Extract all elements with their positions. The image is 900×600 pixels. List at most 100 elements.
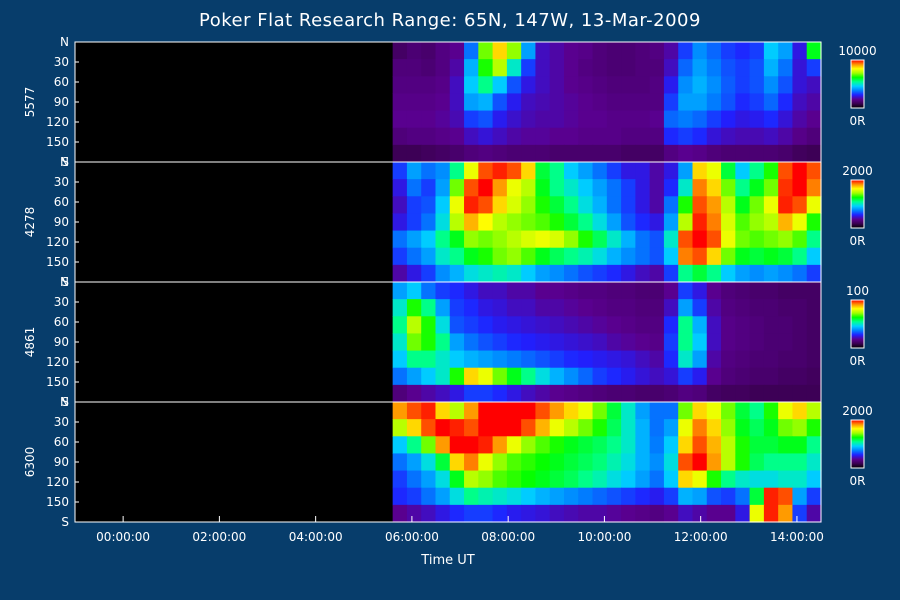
heatmap-cell: [735, 419, 751, 437]
heatmap-cell: [763, 144, 779, 163]
heatmap-cell: [421, 436, 437, 455]
heatmap-cell: [578, 402, 594, 420]
heatmap-cell: [721, 384, 736, 403]
heatmap-cell: [449, 504, 465, 523]
heatmap-cell: [406, 367, 422, 386]
heatmap-cell: [706, 436, 722, 455]
heatmap-cell: [435, 59, 451, 77]
heatmap-cell: [749, 110, 765, 129]
x-tick-label: 06:00:00: [385, 530, 439, 544]
heatmap-cell: [421, 350, 437, 369]
heatmap-cell: [435, 487, 451, 506]
heatmap-cell: [663, 110, 679, 129]
heatmap-cell: [763, 59, 779, 77]
heatmap-cell: [492, 453, 508, 472]
heatmap-cell: [449, 213, 465, 232]
colorbar-max-label: 2000: [842, 404, 873, 418]
heatmap-cell: [492, 42, 508, 60]
heatmap-cell: [806, 299, 822, 317]
heatmap-cell: [706, 453, 722, 472]
heatmap-cell: [478, 419, 494, 437]
heatmap-cell: [421, 76, 437, 95]
heatmap-cell: [563, 299, 579, 317]
heatmap-cell: [706, 282, 722, 300]
y-tick-label: 90: [54, 335, 69, 349]
heatmap-cell: [806, 436, 822, 455]
heatmap-cell: [578, 230, 594, 249]
heatmap-cell: [706, 76, 722, 95]
heatmap-cell: [735, 316, 751, 335]
heatmap-cell: [435, 196, 451, 215]
heatmap-cell: [806, 196, 822, 215]
heatmap-cell: [778, 179, 794, 197]
heatmap-cell: [678, 42, 694, 60]
heatmap-cell: [692, 402, 708, 420]
heatmap-cell: [792, 42, 808, 60]
heatmap-cell: [563, 419, 579, 437]
heatmap-cell: [692, 162, 708, 180]
heatmap-cell: [449, 76, 465, 95]
heatmap-cell: [464, 230, 479, 249]
heatmap-cell: [521, 127, 537, 146]
heatmap-cell: [563, 504, 579, 523]
heatmap-cell: [521, 350, 537, 369]
heatmap-cell: [392, 299, 408, 317]
heatmap-cell: [578, 247, 594, 266]
heatmap-cell: [778, 144, 794, 163]
chart-title: Poker Flat Research Range: 65N, 147W, 13…: [199, 10, 701, 31]
heatmap-cell: [506, 110, 522, 129]
y-tick-label: 120: [46, 235, 69, 249]
heatmap-cell: [549, 419, 565, 437]
heatmap-cell: [478, 487, 494, 506]
heatmap-cell: [578, 453, 594, 472]
heatmap-cell: [678, 127, 694, 146]
heatmap-cell: [806, 230, 822, 249]
heatmap-cell: [464, 76, 479, 95]
heatmap-cell: [749, 264, 765, 283]
heatmap-cell: [806, 402, 822, 420]
heatmap-cell: [678, 367, 694, 386]
heatmap-cell: [763, 436, 779, 455]
heatmap-cell: [549, 179, 565, 197]
heatmap-cell: [535, 127, 551, 146]
heatmap-cell: [535, 487, 551, 506]
heatmap-cell: [735, 230, 751, 249]
heatmap-cell: [492, 213, 508, 232]
heatmap-cell: [649, 247, 665, 266]
heatmap-cell: [692, 487, 708, 506]
heatmap-cell: [549, 144, 565, 163]
heatmap-cell: [606, 333, 622, 352]
heatmap-cell: [778, 247, 794, 266]
heatmap-cell: [749, 196, 765, 215]
heatmap-cell: [763, 282, 779, 300]
heatmap-cell: [521, 402, 537, 420]
heatmap-cell: [635, 470, 651, 489]
heatmap-cell: [763, 470, 779, 489]
heatmap-cell: [621, 110, 636, 129]
heatmap-cell: [421, 299, 437, 317]
heatmap-cell: [706, 384, 722, 403]
heatmap-cell: [392, 316, 408, 335]
heatmap-cell: [706, 419, 722, 437]
heatmap-cell: [735, 453, 751, 472]
heatmap-cell: [449, 453, 465, 472]
heatmap-cell: [621, 247, 636, 266]
heatmap-cell: [549, 504, 565, 523]
heatmap-cell: [635, 367, 651, 386]
heatmap-cell: [506, 179, 522, 197]
heatmap-cell: [549, 470, 565, 489]
heatmap-cell: [392, 384, 408, 403]
heatmap-cell: [749, 350, 765, 369]
heatmap-cell: [721, 333, 736, 352]
heatmap-cell: [621, 282, 636, 300]
heatmap-cell: [578, 367, 594, 386]
heatmap-cell: [663, 384, 679, 403]
heatmap-cell: [563, 333, 579, 352]
heatmap-cell: [506, 367, 522, 386]
heatmap-cell: [792, 350, 808, 369]
heatmap-cell: [535, 230, 551, 249]
heatmap-cell: [392, 264, 408, 283]
heatmap-cell: [735, 402, 751, 420]
